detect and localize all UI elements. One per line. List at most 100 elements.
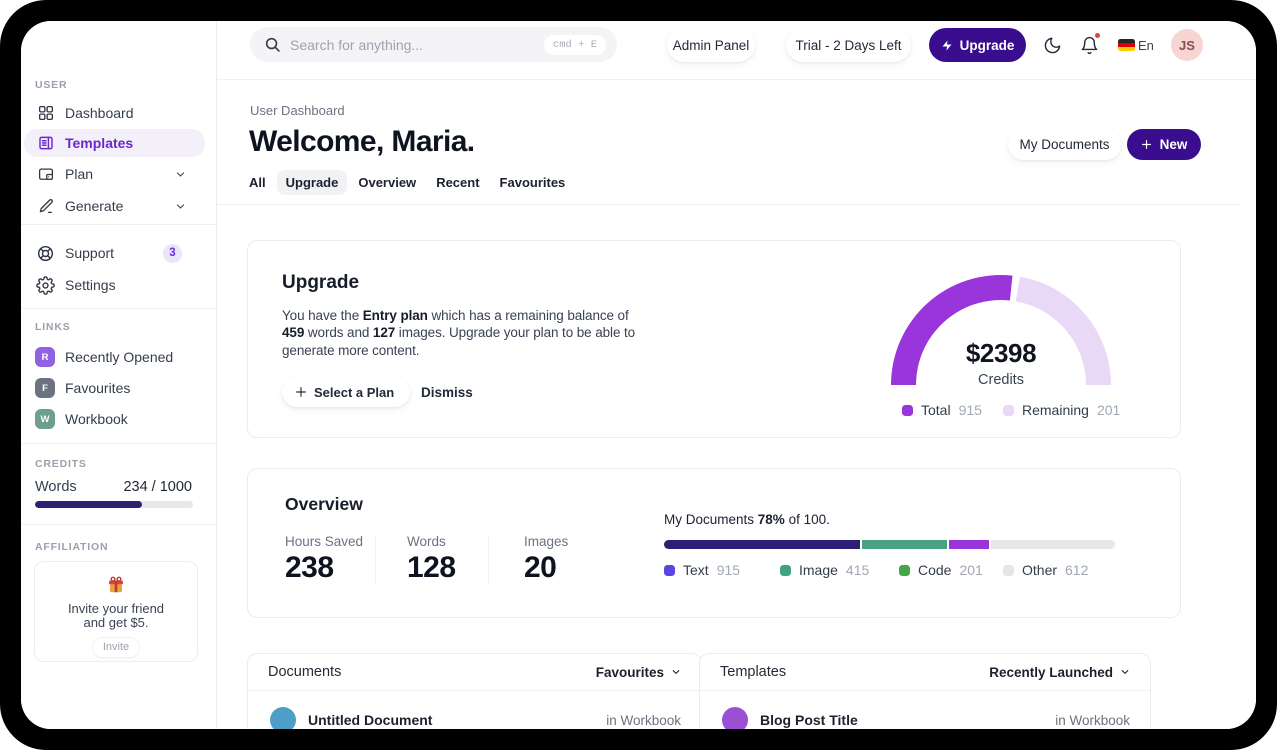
topbar: Search for anything... cmd + E Admin Pan…	[217, 21, 1256, 80]
template-title: Blog Post Title	[760, 712, 858, 728]
card-divider	[248, 690, 701, 691]
documents-card-title: Documents	[268, 664, 342, 680]
legend-item-text: Text 915	[664, 562, 740, 578]
legend-item-code: Code 201	[899, 562, 983, 578]
credits-progress-fill	[35, 501, 142, 508]
sidebar-item-dashboard[interactable]: Dashboard	[24, 99, 205, 127]
wallet-icon	[36, 165, 55, 184]
sidebar-section-credits: CREDITS	[35, 458, 87, 470]
sidebar-item-templates[interactable]: Templates	[24, 129, 205, 157]
credits-words-value: 234 / 1000	[123, 479, 192, 495]
main-content: User Dashboard Welcome, Maria. My Docume…	[217, 80, 1256, 729]
legend-swatch	[899, 564, 910, 576]
link-label: Workbook	[65, 411, 128, 427]
sidebar-item-label: Generate	[65, 198, 124, 214]
my-documents-button[interactable]: My Documents	[1008, 129, 1121, 160]
notifications-button[interactable]	[1079, 32, 1101, 55]
sidebar-item-support[interactable]: Support 3	[24, 239, 205, 267]
sidebar-link-recently-opened[interactable]: R Recently Opened	[35, 343, 173, 371]
pencil-icon	[36, 197, 55, 216]
overview-card-title: Overview	[285, 494, 363, 514]
tab-favourites[interactable]: Favourites	[499, 174, 566, 190]
templates-card: Templates Recently Launched Blog Post Ti…	[699, 653, 1151, 729]
upgrade-card: Upgrade You have the Entry plan which ha…	[247, 240, 1181, 438]
document-location: in Workbook	[606, 712, 681, 728]
legend-swatch	[1003, 564, 1014, 576]
sidebar-item-label: Dashboard	[65, 105, 134, 121]
dismiss-button[interactable]: Dismiss	[421, 384, 473, 400]
support-badge: 3	[163, 243, 182, 263]
legend-item-other: Other 612	[1003, 562, 1088, 578]
plus-icon	[296, 387, 306, 397]
documents-filter-dropdown[interactable]: Favourites	[596, 665, 681, 680]
legend-value: 201	[959, 562, 983, 578]
tab-bar: All Upgrade Overview Recent Favourites	[249, 169, 566, 195]
trial-button[interactable]: Trial - 2 Days Left	[786, 28, 911, 62]
new-button-label: New	[1159, 137, 1188, 152]
legend-swatch	[902, 404, 913, 416]
german-flag-icon[interactable]	[1118, 39, 1135, 51]
legend-swatch	[1003, 404, 1014, 416]
legend-value: 201	[1096, 402, 1121, 418]
documents-card: Documents Favourites Untitled Document i…	[247, 653, 702, 729]
bolt-icon	[942, 40, 952, 50]
life-buoy-icon	[36, 244, 55, 263]
affiliation-text-line1: Invite your friend	[67, 601, 165, 616]
gear-icon	[36, 275, 55, 295]
templates-filter-dropdown[interactable]: Recently Launched	[989, 665, 1130, 680]
tab-recent[interactable]: Recent	[436, 174, 480, 190]
templates-card-header: Templates Recently Launched	[720, 654, 1130, 690]
moon-icon	[1044, 37, 1060, 53]
documents-card-header: Documents Favourites	[268, 654, 681, 690]
sidebar: USER Dashboard Templates	[21, 21, 217, 729]
user-avatar[interactable]: JS	[1171, 29, 1203, 61]
invite-button[interactable]: Invite	[92, 638, 140, 657]
legend-swatch	[664, 564, 675, 576]
upgrade-button[interactable]: Upgrade	[929, 28, 1026, 62]
credits-progress-track	[35, 501, 193, 508]
templates-document-icon	[36, 134, 55, 153]
templates-card-title: Templates	[720, 664, 787, 680]
bar-segment-other	[991, 540, 1115, 549]
credits-words-label: Words	[35, 479, 77, 495]
avatar: W	[35, 409, 55, 429]
sidebar-item-label: Settings	[65, 277, 116, 293]
template-row[interactable]: Blog Post Title in Workbook	[720, 705, 1130, 729]
legend-item-total: Total 915	[902, 402, 982, 418]
select-plan-button[interactable]: Select a Plan	[282, 377, 411, 407]
sidebar-item-label: Plan	[65, 166, 94, 182]
bar-segment-image	[862, 540, 947, 549]
credits-words-row: Words 234 / 1000	[35, 479, 192, 495]
legend-value: 915	[958, 402, 982, 418]
select-plan-label: Select a Plan	[314, 384, 395, 400]
sidebar-section-user: USER	[35, 79, 68, 91]
tab-overview[interactable]: Overview	[358, 174, 417, 190]
admin-panel-button[interactable]: Admin Panel	[667, 28, 755, 62]
legend-name: Image	[799, 562, 838, 578]
tab-upgrade[interactable]: Upgrade	[276, 169, 348, 195]
document-row[interactable]: Untitled Document in Workbook	[268, 705, 681, 729]
overview-card: Overview Hours Saved 238 Words 128 Image…	[247, 468, 1181, 618]
sidebar-item-plan[interactable]: Plan	[24, 160, 205, 188]
legend-name: Remaining	[1022, 402, 1089, 418]
templates-filter-label: Recently Launched	[989, 664, 1113, 680]
documents-progress-title: My Documents 78% of 100.	[664, 512, 830, 527]
breadcrumb: User Dashboard	[250, 103, 345, 118]
legend-swatch	[780, 564, 791, 576]
credits-gauge-chart	[889, 273, 1113, 387]
dark-mode-toggle[interactable]	[1042, 35, 1062, 55]
sidebar-link-favourites[interactable]: F Favourites	[35, 374, 130, 402]
stat-divider	[488, 535, 489, 583]
new-button[interactable]: New	[1127, 129, 1201, 160]
tab-all[interactable]: All	[249, 174, 266, 190]
sidebar-item-generate[interactable]: Generate	[24, 192, 205, 220]
legend-name: Total	[921, 402, 951, 418]
search-placeholder: Search for anything...	[290, 36, 424, 53]
avatar: F	[35, 378, 55, 398]
language-selector[interactable]: En	[1138, 38, 1154, 53]
sidebar-item-settings[interactable]: Settings	[24, 271, 205, 299]
search-input[interactable]: Search for anything... cmd + E	[250, 27, 617, 62]
legend-name: Code	[918, 562, 952, 578]
sidebar-link-workbook[interactable]: W Workbook	[35, 405, 128, 433]
app-window: USER Dashboard Templates	[21, 21, 1256, 729]
